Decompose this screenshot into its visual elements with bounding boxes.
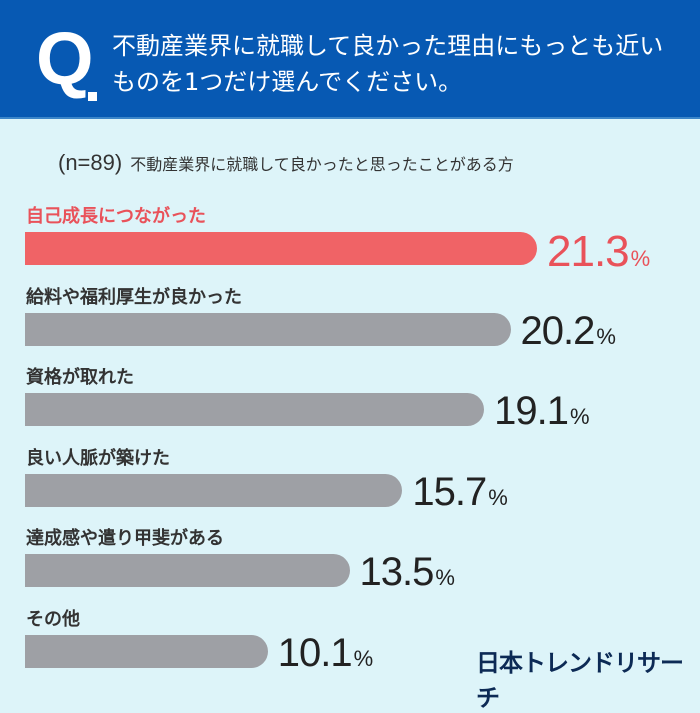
bar [25,232,537,265]
data-label: 13.5% [359,550,455,594]
bar [25,312,511,346]
logo: 日本トレンドリサーチ [476,649,684,712]
data-label: 19.1% [494,389,590,433]
bar [25,554,350,587]
category-label: 資格が取れた [26,367,134,388]
data-label-value: 10.1 [277,630,353,675]
data-label-value: 21.3 [547,227,630,276]
data-label-value: 20.2 [520,308,596,353]
data-label-value: 19.1 [494,389,569,433]
category-label: その他 [26,608,80,630]
sample-size: (n=89) [58,150,123,175]
percent-unit: % [630,246,651,271]
category-label: 達成感や遣り甲斐がある [26,528,224,549]
data-label: 15.7% [412,469,508,514]
percent-unit: % [435,565,455,590]
subtitle: (n=89) 不動産業界に就職して良かったと思ったことがある方 [58,150,514,176]
percent-unit: % [353,645,374,671]
percent-unit: % [569,404,590,429]
bar [25,473,403,507]
data-label: 10.1% [277,630,374,675]
bar [25,634,268,668]
data-label-value: 13.5 [359,550,435,594]
category-label: 自己成長につながった [26,206,206,227]
bar [25,393,485,426]
q-mark: Q [36,17,94,100]
question-text: 不動産業界に就職して良かった理由にもっとも近いものを1つだけ選んでください。 [112,32,664,96]
percent-unit: % [596,323,616,349]
question-header: Q 不動産業界に就職して良かった理由にもっとも近いものを1つだけ選んでください。 [0,0,700,119]
q-dot [88,92,97,101]
category-label: 良い人脈が築けた [26,447,170,469]
data-label-value: 15.7 [412,469,487,514]
percent-unit: % [488,484,508,510]
data-label: 20.2% [520,308,616,353]
subtitle-text: 不動産業界に就職して良かったと思ったことがある方 [130,155,514,174]
category-label: 給料や福利厚生が良かった [26,286,242,308]
data-label: 21.3% [547,227,651,276]
